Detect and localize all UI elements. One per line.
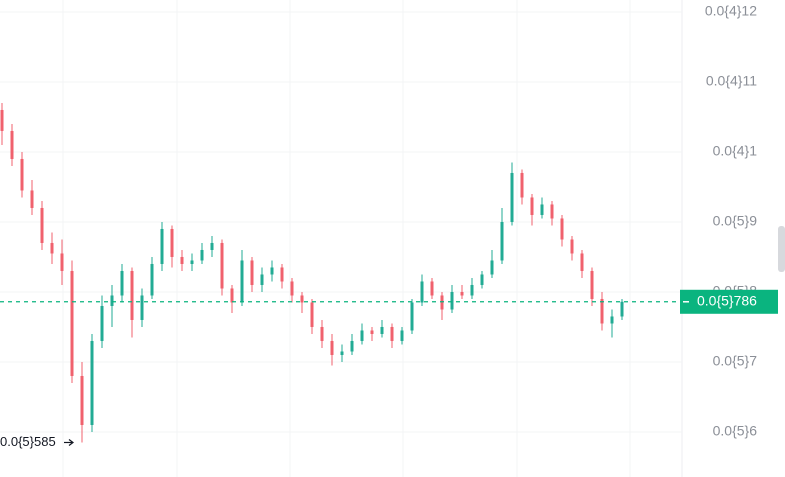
candle-body xyxy=(40,207,44,243)
candle-body xyxy=(590,270,594,299)
candle-body xyxy=(30,190,34,208)
candle-body xyxy=(60,253,64,271)
candle-body xyxy=(250,260,254,285)
candle-body xyxy=(520,172,524,198)
candle-body xyxy=(160,228,164,264)
candle-body xyxy=(200,249,204,261)
candle-body xyxy=(610,316,614,324)
candle-body xyxy=(570,239,574,254)
price-label: 0.0{5}786 xyxy=(697,292,757,308)
low-marker-arrowhead xyxy=(68,439,74,446)
candle-body xyxy=(230,288,234,303)
y-tick-label: 0.0{5}9 xyxy=(713,213,758,229)
y-tick-label: 0.0{5}6 xyxy=(713,423,758,439)
low-marker-label: 0.0{5}585 xyxy=(0,434,56,449)
price-label-box xyxy=(680,289,778,314)
candle-body xyxy=(380,326,384,334)
candle-body xyxy=(410,302,414,331)
candle-body xyxy=(110,295,114,306)
candle-body xyxy=(50,242,54,254)
candle-body xyxy=(280,267,284,282)
y-tick-label: 0.0{5}7 xyxy=(713,353,758,369)
candle-body xyxy=(400,330,404,341)
candle-body xyxy=(600,298,604,324)
candle-body xyxy=(140,295,144,320)
candle-body xyxy=(130,270,134,320)
candle-body xyxy=(530,197,534,215)
candle-body xyxy=(370,330,374,334)
candle-body xyxy=(420,281,424,303)
candle-body xyxy=(490,260,494,275)
candle-body xyxy=(20,158,24,191)
candle-body xyxy=(550,204,554,219)
candle-body xyxy=(190,260,194,264)
y-tick-label: 0.0{4}11 xyxy=(706,73,757,89)
candle-body xyxy=(260,274,264,285)
candle-body xyxy=(10,130,14,159)
candle-body xyxy=(440,295,444,310)
candle-body xyxy=(360,330,364,341)
candle-body xyxy=(460,291,464,296)
candle-body xyxy=(240,260,244,303)
candle-body xyxy=(350,340,354,352)
candle-body xyxy=(290,281,294,296)
candle-body xyxy=(120,270,124,296)
candle-body xyxy=(480,274,484,285)
candle-body xyxy=(430,281,434,296)
candle-body xyxy=(540,204,544,215)
candle-body xyxy=(470,284,474,296)
candle-body xyxy=(100,305,104,341)
candle-body xyxy=(320,326,324,341)
candle-body xyxy=(510,172,514,222)
candle-body xyxy=(270,267,274,275)
candle-body xyxy=(170,228,174,257)
candle-body xyxy=(330,340,334,355)
candle-body xyxy=(0,109,4,131)
candle-body xyxy=(560,218,564,240)
candle-body xyxy=(80,375,84,425)
y-tick-label: 0.0{4}1 xyxy=(713,143,758,159)
candle-body xyxy=(340,351,344,355)
candle-body xyxy=(180,256,184,264)
candle-body xyxy=(580,253,584,271)
candle-body xyxy=(620,301,624,317)
candle-body xyxy=(210,242,214,250)
y-tick-label: 0.0{4}12 xyxy=(705,3,757,19)
candle-body xyxy=(150,263,154,296)
candle-body xyxy=(220,242,224,289)
time-grid xyxy=(62,0,631,477)
candle-body xyxy=(310,302,314,327)
candle-body xyxy=(390,326,394,341)
scroll-handle[interactable] xyxy=(778,226,785,272)
candle-body xyxy=(70,270,74,376)
candle-body xyxy=(90,340,94,425)
candle-body xyxy=(300,295,304,303)
candle-body xyxy=(500,221,504,261)
candle-body xyxy=(450,291,454,310)
